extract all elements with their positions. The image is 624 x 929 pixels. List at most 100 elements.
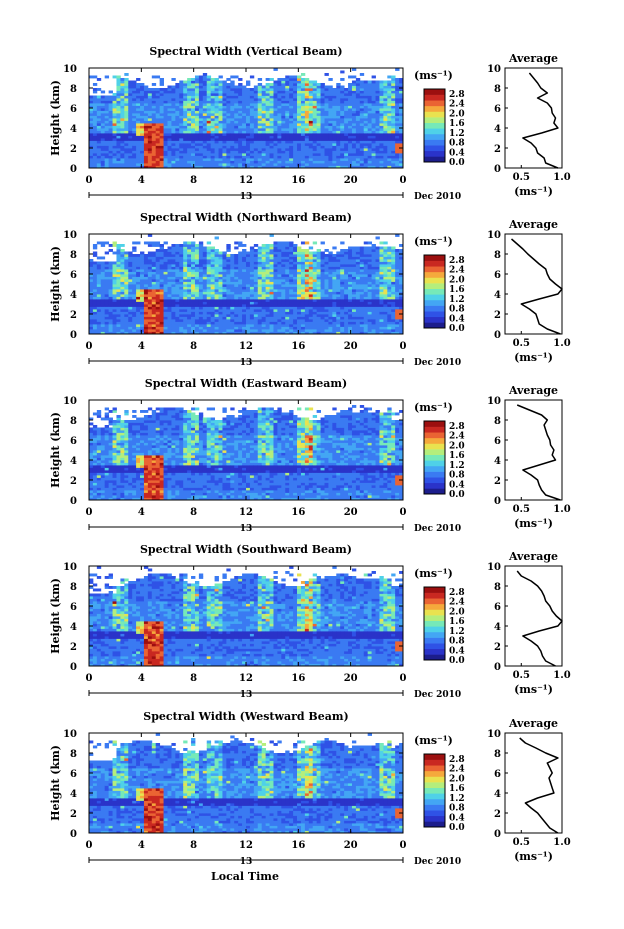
heatmap-cell — [285, 281, 290, 285]
heatmap-cell — [116, 133, 121, 136]
heatmap-cell — [159, 95, 164, 99]
heatmap-cell — [136, 98, 141, 101]
heatmap-cell — [371, 118, 376, 121]
heatmap-cell — [387, 80, 392, 84]
heatmap-cell — [273, 105, 278, 109]
heatmap-cell — [344, 133, 349, 136]
heatmap-cell — [167, 155, 172, 159]
heatmap-cell — [112, 299, 117, 302]
heatmap-cell — [159, 266, 164, 270]
heatmap-cell — [371, 148, 376, 151]
heatmap-cell — [238, 120, 243, 124]
colorbar-tick-label: 0.4 — [449, 148, 465, 158]
heatmap-cell — [281, 326, 286, 330]
heatmap-cell — [340, 70, 345, 74]
heatmap-cell — [285, 158, 290, 161]
heatmap-cell — [324, 281, 329, 285]
heatmap-cell — [92, 286, 98, 290]
heatmap-cell — [289, 155, 294, 159]
heatmap-cell — [324, 110, 329, 114]
heatmap-cell — [132, 113, 137, 116]
heatmap-cell — [120, 296, 125, 300]
heatmap-cell — [297, 110, 302, 114]
heatmap-cell — [300, 140, 306, 144]
heatmap-cell — [348, 120, 353, 124]
heatmap-cell — [187, 160, 192, 164]
heatmap-cell — [324, 158, 329, 161]
heatmap-cell — [155, 105, 161, 109]
heatmap-cell — [202, 143, 208, 146]
heatmap-cell — [226, 165, 231, 169]
heatmap-cell — [293, 319, 298, 322]
heatmap-cell — [297, 326, 302, 330]
heatmap-cell — [218, 324, 223, 327]
heatmap-cell — [289, 113, 294, 116]
heatmap-cell — [92, 281, 98, 285]
heatmap-cell — [351, 95, 357, 99]
heatmap-cell — [348, 153, 353, 156]
heatmap-cell — [108, 115, 113, 119]
heatmap-cell — [387, 160, 392, 164]
heatmap-cell — [163, 138, 168, 141]
heatmap-cell — [206, 256, 212, 260]
heatmap-cell — [159, 163, 164, 166]
heatmap-cell — [351, 115, 357, 119]
heatmap-cell — [92, 103, 98, 106]
heatmap-cell — [183, 276, 188, 280]
heatmap-cell — [214, 276, 219, 280]
heatmap-cell — [159, 314, 164, 317]
heatmap-cell — [230, 279, 235, 282]
heatmap-cell — [328, 153, 333, 156]
heatmap-cell — [367, 153, 373, 156]
heatmap-cell — [246, 329, 251, 332]
heatmap-cell — [355, 128, 361, 131]
heatmap-cell — [171, 95, 176, 99]
heatmap-cell — [261, 329, 267, 332]
heatmap-cell — [116, 299, 121, 302]
heatmap-cell — [242, 163, 247, 166]
heatmap-cell — [206, 331, 212, 335]
heatmap-cell — [159, 90, 164, 94]
heatmap-cell — [163, 319, 168, 322]
heatmap-cell — [391, 128, 396, 131]
heatmap-cell — [285, 289, 290, 292]
heatmap-cell — [151, 145, 157, 149]
heatmap-cell — [253, 140, 259, 144]
heatmap-cell — [355, 140, 361, 144]
heatmap-cell — [222, 128, 227, 131]
heatmap-cell — [289, 294, 294, 297]
heatmap-cell — [297, 296, 302, 300]
heatmap-cell — [132, 150, 137, 154]
heatmap-cell — [179, 269, 184, 272]
heatmap-cell — [116, 118, 121, 121]
heatmap-cell — [96, 155, 102, 159]
heatmap-cell — [147, 314, 153, 317]
heatmap-cell — [214, 319, 219, 322]
heatmap-cell — [387, 153, 392, 156]
heatmap-cell — [202, 88, 208, 91]
heatmap-cell — [249, 326, 255, 330]
heatmap-cell — [175, 143, 180, 146]
heatmap-cell — [163, 88, 168, 91]
heatmap-cell — [242, 98, 247, 101]
heatmap-cell — [179, 254, 184, 257]
heatmap-cell — [289, 140, 294, 144]
heatmap-cell — [167, 115, 172, 119]
heatmap-cell — [194, 110, 200, 114]
heatmap-cell — [238, 284, 243, 287]
heatmap-cell — [340, 165, 345, 169]
heatmap-cell — [320, 301, 325, 305]
heatmap-cell — [312, 148, 318, 151]
heatmap-cell — [194, 153, 200, 156]
heatmap-cell — [120, 286, 125, 290]
heatmap-cell — [261, 309, 267, 312]
heatmap-cell — [320, 326, 325, 330]
heatmap-cell — [100, 118, 106, 121]
heatmap-cell — [324, 266, 329, 270]
heatmap-cell — [265, 95, 270, 99]
heatmap-cell — [253, 108, 259, 111]
heatmap-cell — [187, 80, 192, 84]
heatmap-cell — [312, 100, 318, 104]
heatmap-cell — [230, 158, 235, 161]
heatmap-cell — [297, 125, 302, 129]
